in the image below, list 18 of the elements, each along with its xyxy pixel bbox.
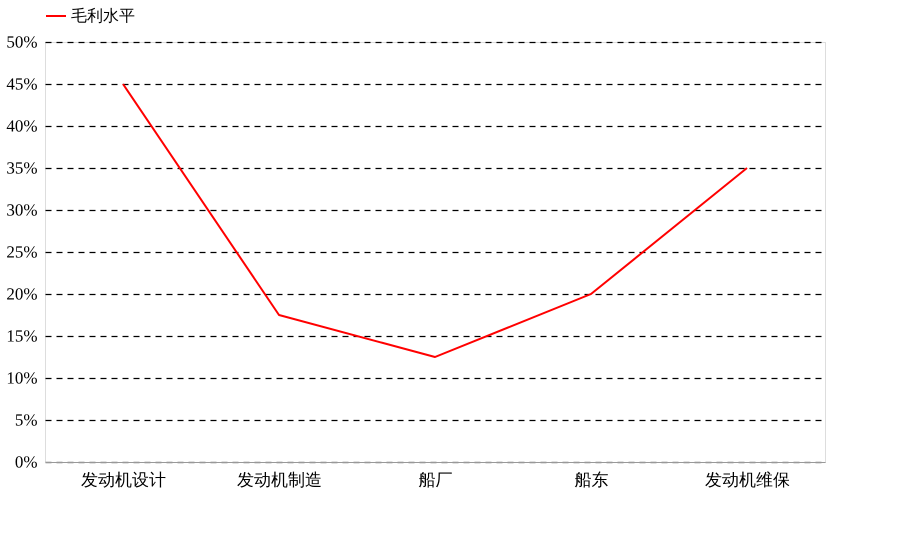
y-tick-label: 0% [14,452,38,472]
y-tick-label: 30% [6,200,38,220]
y-tick-label: 20% [6,284,38,304]
legend-label: 毛利水平 [71,7,135,25]
y-tick-label: 15% [6,326,38,346]
x-tick-label: 发动机设计 [81,470,166,490]
x-tick-label: 发动机制造 [237,470,322,490]
y-tick-label: 45% [6,74,38,94]
x-tick-label: 发动机维保 [705,470,790,490]
y-tick-label: 25% [6,242,38,262]
x-tick-label: 船东 [574,470,608,490]
y-tick-label: 5% [14,410,38,430]
line-series [122,83,748,358]
y-tick-label: 50% [6,32,38,52]
y-tick-label: 35% [6,158,38,178]
y-tick-label: 40% [6,116,38,136]
y-tick-label: 10% [6,368,38,388]
x-tick-label: 船厂 [418,470,452,490]
